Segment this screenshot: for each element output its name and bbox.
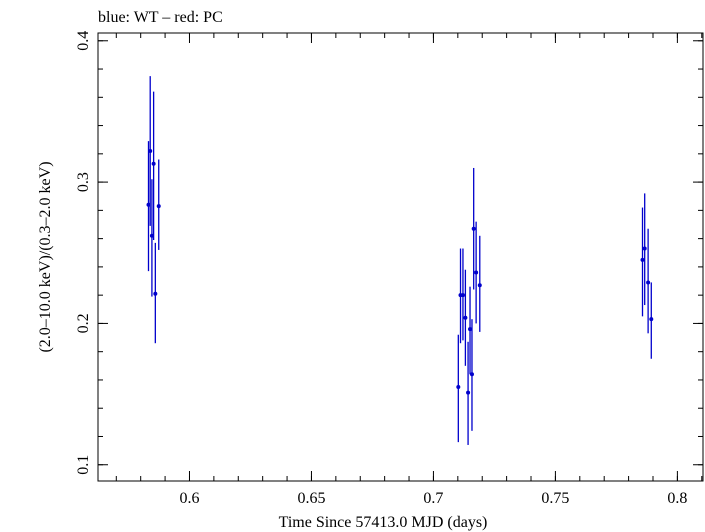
data-point [469, 372, 474, 377]
y-tick-label: 0.3 [75, 172, 92, 192]
data-point [471, 226, 476, 231]
y-axis-label: (2.0–10.0 keV)/(0.3–2.0 keV) [37, 161, 54, 352]
data-point [468, 327, 473, 332]
x-tick-label: 0.6 [179, 490, 199, 507]
tick-labels: 0.6 0.65 0.7 0.75 0.8 0.1 0.2 0.3 0.4 [75, 31, 687, 507]
data-point [148, 149, 153, 154]
y-tick-label: 0.4 [75, 31, 92, 51]
y-tick-label: 0.2 [75, 313, 92, 333]
x-axis-label: Time Since 57413.0 MJD (days) [279, 514, 488, 531]
data-point [456, 385, 461, 390]
data-point [477, 283, 482, 288]
data-point [646, 280, 651, 285]
data-point [460, 293, 465, 298]
data-point [149, 233, 154, 238]
axis-ticks [98, 33, 703, 481]
data-point [642, 246, 647, 251]
x-tick-label: 0.7 [423, 490, 443, 507]
plot-frame [97, 32, 704, 482]
data-point [474, 270, 479, 275]
data-point [649, 317, 654, 322]
x-tick-label: 0.8 [667, 490, 687, 507]
data-point [466, 390, 471, 395]
data-point [153, 291, 158, 296]
data-layer [146, 76, 654, 445]
x-tick-label: 0.75 [541, 490, 569, 507]
y-tick-label: 0.1 [75, 455, 92, 475]
x-tick-label: 0.65 [297, 490, 325, 507]
data-point [463, 315, 468, 320]
data-point [640, 257, 645, 262]
data-point [146, 202, 151, 207]
chart-title: blue: WT – red: PC [98, 9, 223, 26]
data-point [156, 204, 161, 209]
data-point [151, 161, 156, 166]
